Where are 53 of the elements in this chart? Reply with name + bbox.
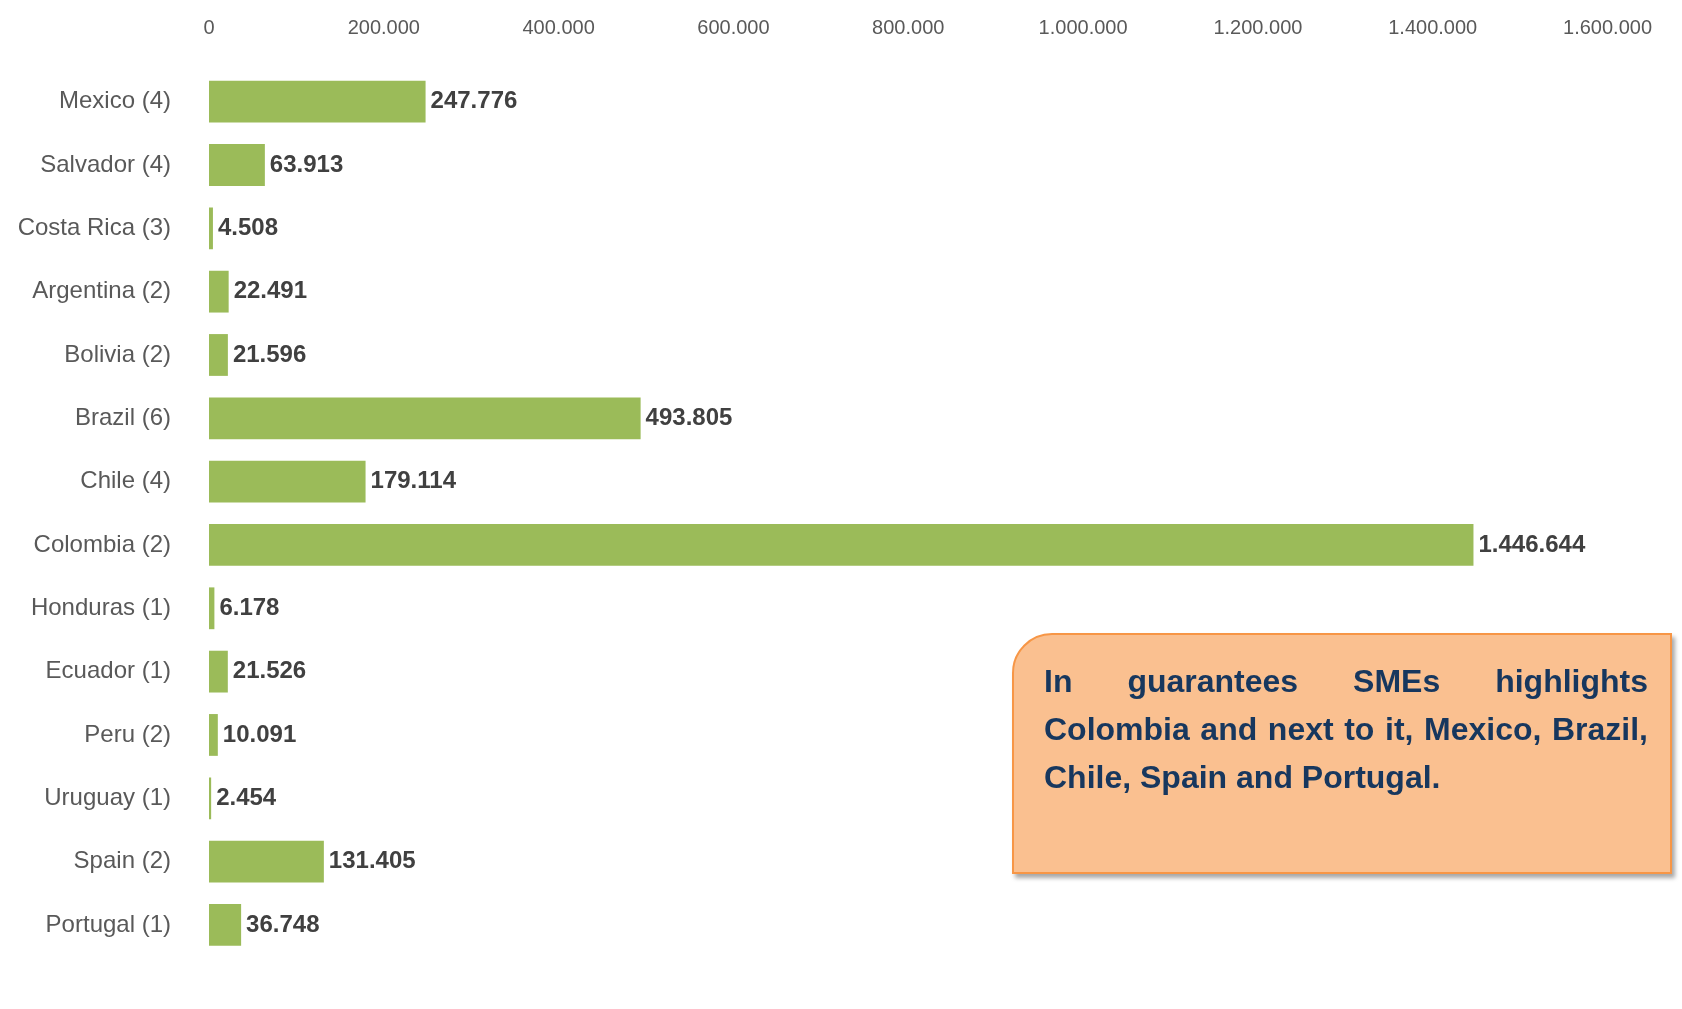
x-tick-label: 1.000.000 — [1038, 15, 1128, 38]
data-label: 1.446.644 — [1478, 529, 1586, 557]
data-label: 21.526 — [232, 656, 307, 684]
bar — [209, 334, 228, 376]
data-label: 6.178 — [219, 592, 280, 620]
callout-box: In guarantees SMEs highlights Colombia and next to it, Mexico, Brazil, Chile, Spain and Portugal. — [1012, 633, 1672, 874]
x-tick-label: 1.600.000 — [1563, 15, 1652, 38]
data-label: 131.405 — [328, 846, 416, 874]
x-tick-label: 800.000 — [872, 15, 945, 38]
data-label: 10.091 — [222, 719, 297, 747]
bar — [209, 80, 426, 123]
y-tick-label: Honduras (1) — [30, 592, 171, 620]
data-label: 493.805 — [645, 402, 733, 430]
x-tick-label: 1.400.000 — [1388, 15, 1478, 38]
y-tick-label: Bolivia (2) — [64, 339, 171, 367]
data-label: 2.454 — [216, 782, 277, 810]
bar — [209, 714, 218, 756]
y-tick-label: Salvador (4) — [40, 149, 171, 177]
annotation: In guarantees SMEs highlights Colombia and next to it, Mexico, Brazil, Chile, Spain and Portugal. — [1044, 662, 1648, 797]
y-tick-label: Portugal (1) — [45, 909, 171, 937]
bar — [209, 397, 641, 440]
bar — [209, 207, 213, 250]
bar — [209, 904, 242, 946]
x-tick-label: 200.000 — [347, 15, 420, 38]
y-tick-label: Uruguay (1) — [44, 782, 171, 810]
bar — [209, 270, 229, 313]
x-tick-label: 400.000 — [522, 15, 595, 38]
y-tick-label: Chile (4) — [80, 466, 171, 494]
data-label: 63.913 — [269, 149, 344, 177]
bar — [209, 587, 215, 630]
y-tick-label: Costa Rica (3) — [17, 212, 171, 240]
bar — [209, 840, 324, 883]
data-label: 247.776 — [430, 86, 518, 114]
y-tick-label: Spain (2) — [73, 846, 171, 874]
y-tick-label: Ecuador (1) — [45, 656, 171, 684]
data-label: 22.491 — [233, 276, 308, 304]
x-tick-label: 0 — [203, 15, 215, 38]
x-tick-label: 1.200.000 — [1213, 15, 1303, 38]
bar — [209, 460, 366, 503]
y-tick-label: Colombia (2) — [33, 529, 171, 557]
y-tick-label: Argentina (2) — [32, 276, 171, 304]
y-tick-label: Mexico (4) — [58, 86, 171, 114]
data-label: 179.114 — [370, 466, 457, 494]
y-tick-label: Peru (2) — [84, 719, 171, 747]
y-tick-label: Brazil (6) — [74, 402, 171, 430]
bar — [209, 144, 265, 186]
bar — [209, 650, 228, 693]
bar — [209, 777, 212, 820]
data-label: 4.508 — [217, 212, 278, 240]
data-label: 36.748 — [246, 909, 320, 937]
data-label: 21.596 — [232, 339, 307, 367]
x-tick-label: 600.000 — [697, 15, 770, 38]
bar — [209, 524, 1474, 566]
